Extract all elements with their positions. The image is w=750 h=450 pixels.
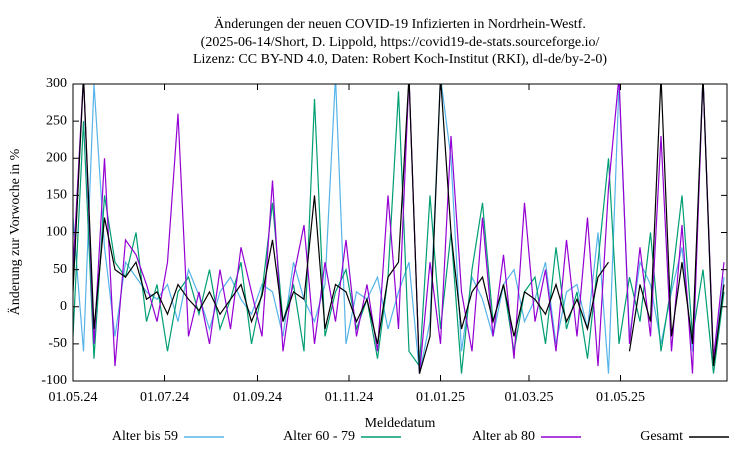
y-axis-label: Änderung zur Vorwoche in %	[6, 148, 23, 315]
chart-subtitle: (2025-06-14/Short, D. Lippold, https://c…	[201, 35, 600, 50]
y-tick-label: 250	[46, 113, 67, 128]
x-tick-label: 01.07.24	[140, 390, 189, 405]
series-line	[73, 84, 725, 374]
series-line	[73, 91, 725, 374]
chart-title: Änderungen der neuen COVID-19 Infizierte…	[214, 15, 586, 32]
y-tick-label: 50	[53, 262, 67, 277]
x-tick-label: 01.03.25	[505, 390, 554, 405]
legend-label: Alter bis 59	[112, 429, 178, 444]
y-tick-label: 150	[46, 188, 67, 203]
x-tick-label: 01.11.24	[325, 390, 373, 405]
x-tick-label: 01.05.25	[596, 390, 645, 405]
legend-label: Alter ab 80	[472, 429, 535, 444]
legend-label: Gesamt	[640, 429, 683, 444]
x-tick-label: 01.09.24	[233, 390, 282, 405]
y-tick-label: 0	[60, 299, 67, 314]
y-tick-label: -50	[48, 336, 67, 351]
legend-label: Alter 60 - 79	[283, 429, 355, 444]
x-tick-label: 01.05.24	[49, 390, 98, 405]
x-axis-label: Meldedatum	[365, 416, 436, 431]
series-line	[73, 84, 725, 374]
y-tick-label: -100	[41, 373, 67, 388]
plot-area	[73, 84, 725, 374]
y-tick-label: 300	[46, 76, 67, 91]
chart-subtitle: Lizenz: CC BY-ND 4.0, Daten: Robert Koch…	[193, 52, 607, 67]
y-tick-label: 200	[46, 150, 67, 165]
y-tick-label: 100	[46, 225, 67, 240]
x-tick-label: 01.01.25	[416, 390, 465, 405]
series-line	[73, 84, 725, 374]
